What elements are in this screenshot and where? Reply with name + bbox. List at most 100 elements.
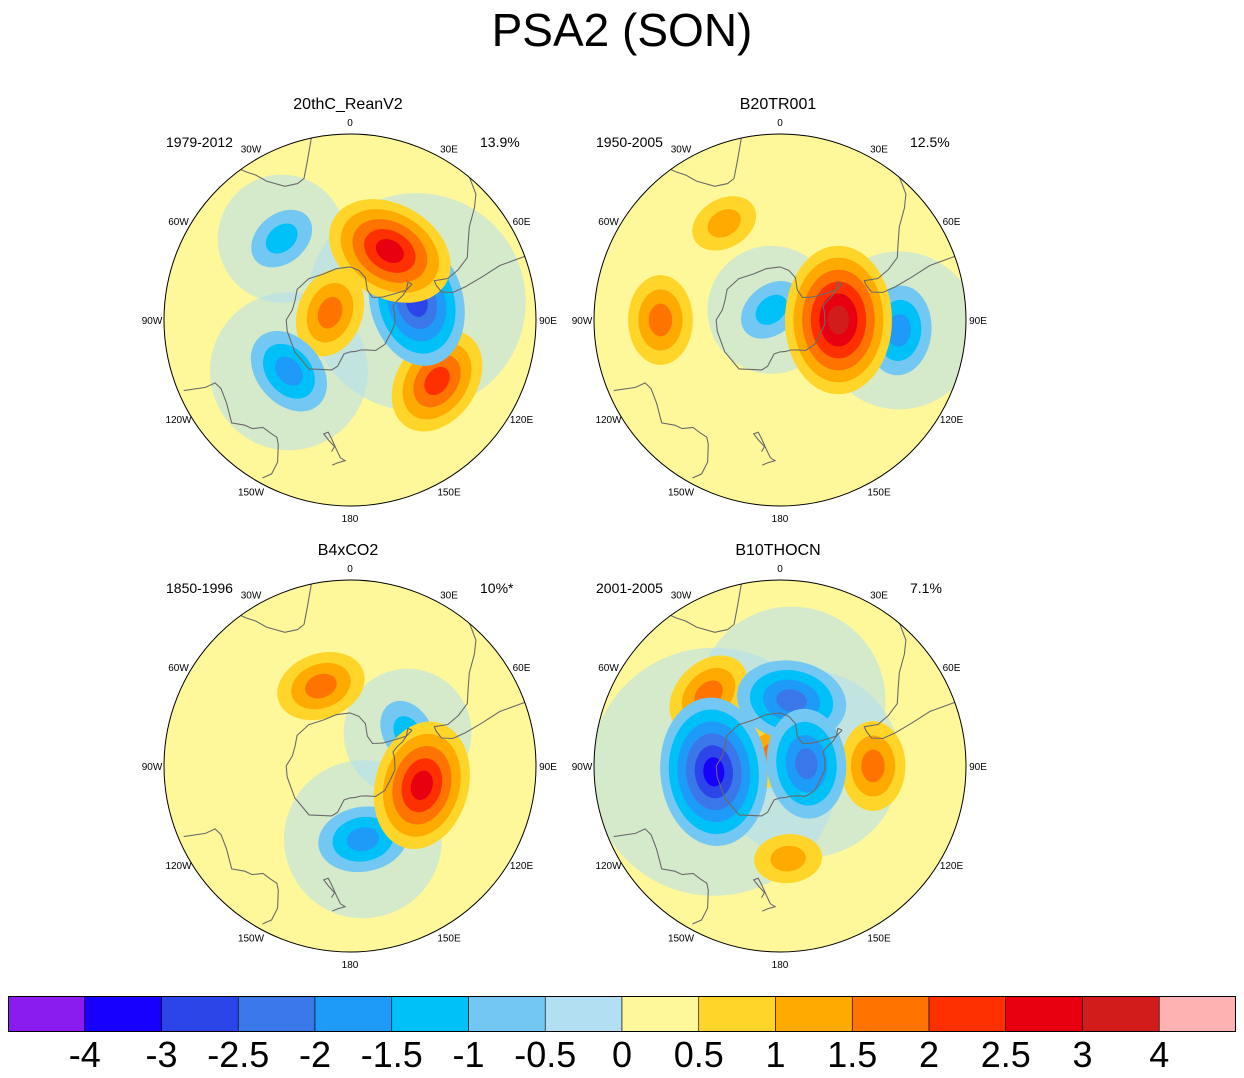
contour-level [707, 209, 741, 238]
longitude-label: 150E [437, 488, 461, 499]
coastline [715, 266, 843, 371]
longitude-label: 90E [539, 762, 557, 773]
coastline [613, 382, 709, 479]
colorbar-label: -2 [298, 1034, 332, 1075]
coastline [433, 177, 525, 294]
contour-level [275, 356, 303, 386]
polar-map: 0 30E 60E 90E 120E 150E 180 150W 120W 90W 60W 30W [572, 118, 988, 525]
longitude-label: 30E [870, 145, 888, 156]
coastline [285, 266, 413, 371]
coastline [863, 623, 955, 740]
colorbar-swatch [928, 996, 1007, 1032]
longitude-label: 60E [513, 663, 531, 674]
panel-title: B20TR001 [739, 96, 817, 113]
colorbar-label: 2 [918, 1034, 940, 1075]
longitude-label: 120E [940, 861, 964, 872]
coastline [670, 138, 742, 187]
longitude-label: 150E [437, 934, 461, 945]
contour-level [770, 845, 806, 872]
longitude-label: 0 [777, 564, 783, 575]
positive-anomaly-center [754, 834, 823, 884]
coastlines [183, 138, 525, 479]
contour-level [776, 689, 807, 712]
colorbar-swatch [8, 996, 86, 1032]
panel-period: 1850-1996 [166, 580, 233, 596]
panel-period: 1979-2012 [166, 134, 233, 150]
contour-level [887, 314, 911, 347]
longitude-label: 120W [165, 415, 192, 426]
colorbar-labels: -4 -3 -2.5 -2 -1.5 -1 -0.5 0 0.5 1 1.5 2 2.5 3 4 [0, 1034, 1244, 1078]
longitude-label: 60W [168, 217, 189, 228]
longitude-label: 30E [870, 591, 888, 602]
colorbar-swatch [1082, 996, 1160, 1032]
coastline [613, 828, 709, 925]
contour-level [375, 239, 404, 263]
map-panel-3: 0 30E 60E 90E 120E 150E 180 150W 120W 90W 60W 30W B4… [128, 542, 568, 972]
colorbar-label: 1.5 [827, 1034, 878, 1075]
negative-anomaly-center [766, 708, 847, 819]
longitude-label: 180 [772, 514, 789, 525]
longitude-label: 0 [777, 118, 783, 129]
longitude-label: 120W [595, 415, 622, 426]
contour-level [305, 673, 337, 699]
panel-title: 20thC_ReanV2 [293, 96, 403, 113]
colorbar-label: -3 [145, 1034, 178, 1075]
coastline [183, 382, 279, 479]
polar-map: 0 30E 60E 90E 120E 150E 180 150W 120W 90W 60W 30W [572, 564, 988, 971]
coastline [433, 623, 525, 740]
longitude-label: 150E [867, 488, 891, 499]
longitude-label: 150W [238, 488, 265, 499]
positive-anomaly-center [373, 721, 470, 849]
negative-anomaly-center [250, 330, 328, 412]
colorbar-swatch [1158, 996, 1236, 1032]
coastlines [613, 138, 955, 479]
panel-title: B10THOCN [735, 542, 821, 559]
colorbar-swatch [621, 996, 700, 1032]
colorbar-swatch [314, 996, 393, 1032]
colorbar-label: 1 [765, 1034, 786, 1075]
map-panel-2: 0 30E 60E 90E 120E 150E 180 150W 120W 90W 60W 30W B2… [558, 96, 998, 526]
anomaly-field [164, 134, 536, 506]
colorbar-label: -2.5 [207, 1034, 270, 1075]
longitude-label: 90W [572, 316, 593, 327]
map-panel-1: 0 30E 60E 90E 120E 150E 180 150W 120W 90W 60W 30W 20… [128, 96, 568, 526]
longitude-label: 30W [241, 591, 262, 602]
contour-level [703, 757, 725, 787]
coastline [863, 177, 955, 294]
longitude-label: 90W [142, 762, 163, 773]
panel-variance: 12.5% [910, 134, 950, 150]
colorbar-swatch [84, 996, 162, 1032]
coastline [183, 828, 279, 925]
coastline [322, 877, 347, 912]
panel-variance: 7.1% [910, 580, 942, 596]
positive-anomaly-center [784, 245, 892, 395]
longitude-label: 120W [165, 861, 192, 872]
longitude-label: 150W [668, 488, 695, 499]
colorbar-label: 0 [611, 1034, 633, 1075]
longitude-label: 180 [342, 960, 359, 971]
map-panel-4: 0 30E 60E 90E 120E 150E 180 150W 120W 90W 60W 30W B1… [558, 542, 998, 972]
longitude-label: 90E [969, 762, 987, 773]
panel-period: 1950-2005 [596, 134, 663, 150]
longitude-label: 60E [943, 217, 961, 228]
page-title: PSA2 (SON) [491, 4, 753, 56]
polar-map: 0 30E 60E 90E 120E 150E 180 150W 120W 90W 60W 30W [142, 118, 558, 525]
map-border [163, 579, 537, 953]
longitude-label: 150E [867, 934, 891, 945]
polar-map: 0 30E 60E 90E 120E 150E 180 150W 120W 90W 60W 30W [142, 564, 558, 971]
colorbar-swatch [775, 996, 853, 1032]
colorbar-swatch [544, 996, 623, 1032]
coastline [240, 138, 312, 187]
contour-level [861, 749, 885, 783]
positive-anomaly-center [692, 196, 757, 251]
colorbar-label: 0.5 [673, 1034, 724, 1075]
map-border [593, 133, 967, 507]
longitude-label: 0 [347, 564, 353, 575]
longitude-label: 150W [668, 934, 695, 945]
longitude-label: 60W [168, 663, 189, 674]
coastline [670, 584, 742, 633]
anomaly-field [594, 580, 966, 952]
coastline [322, 431, 347, 466]
longitude-label: 60E [513, 217, 531, 228]
longitude-label: 60E [943, 663, 961, 674]
